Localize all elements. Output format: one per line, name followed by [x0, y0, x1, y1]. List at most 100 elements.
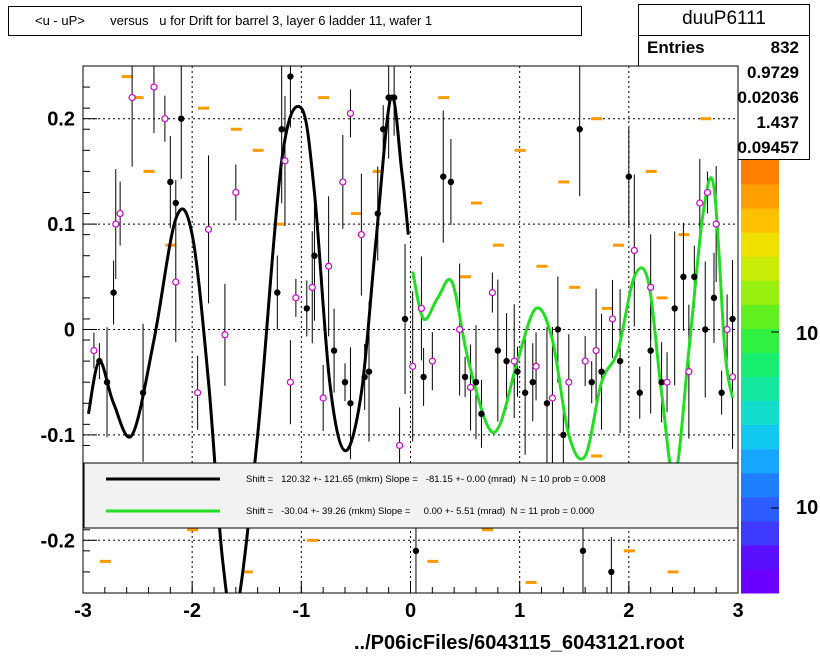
data-point-open [112, 220, 120, 228]
data-point [588, 379, 595, 386]
data-point [461, 373, 469, 381]
data-point [729, 315, 736, 323]
colz-cell [612, 243, 624, 247]
colz-cell [602, 306, 613, 310]
data-point [412, 547, 420, 555]
data-point-open [488, 289, 496, 297]
data-point-open [510, 357, 518, 365]
palette-cell [741, 280, 779, 305]
colz-cell [187, 528, 199, 532]
data-point [503, 357, 510, 365]
data-point [167, 178, 174, 186]
colz-cell [318, 96, 330, 100]
data-point-open [319, 394, 327, 402]
data-point [478, 410, 485, 418]
colz-cell [121, 75, 133, 79]
data-point [472, 379, 480, 386]
data-point-open [395, 441, 404, 450]
x-tick-label: -3 [74, 600, 92, 622]
data-point [103, 379, 111, 386]
data-point-open [172, 278, 180, 286]
stats-value: 832 [770, 38, 799, 57]
data-point-open [150, 83, 158, 91]
palette-cell [741, 568, 779, 594]
palette-cell [741, 184, 779, 209]
x-tick-label: 0 [405, 600, 416, 622]
data-point [576, 126, 583, 133]
colz-cell [656, 296, 668, 300]
data-point-open [548, 394, 557, 402]
data-point-open [728, 373, 737, 381]
x-axis-title: ../P06icFiles/6043115_6043121.root [354, 632, 685, 654]
data-point [380, 126, 387, 133]
data-point [341, 379, 349, 386]
colz-cell [241, 570, 253, 574]
colz-cell [307, 538, 319, 542]
palette-cell [741, 448, 779, 474]
palette-cell [741, 208, 779, 233]
data-point-open [116, 209, 124, 218]
colz-cell [460, 275, 472, 279]
data-point-open [204, 225, 213, 233]
data-point [718, 389, 725, 396]
data-point [543, 400, 551, 407]
data-point [287, 73, 294, 80]
data-point [529, 379, 536, 386]
data-point [385, 94, 392, 101]
y-tick-label: 0 [64, 320, 75, 342]
data-point [625, 173, 633, 180]
data-point-open [161, 115, 169, 123]
palette-label-lower: 10 [796, 497, 818, 519]
stats-value: -0.02036 [731, 88, 799, 107]
data-point [579, 547, 587, 555]
data-point [440, 173, 447, 180]
x-tick-label: -1 [292, 600, 310, 622]
data-point [172, 199, 179, 207]
colz-cell [700, 117, 712, 121]
data-point [278, 126, 285, 133]
data-point [560, 431, 567, 439]
data-point [139, 389, 147, 396]
colz-cell [230, 127, 242, 131]
colz-cell [132, 96, 144, 100]
colz-cell [591, 117, 603, 121]
data-point [691, 273, 698, 280]
colz-cell [591, 454, 603, 458]
legend-entry-green: Shift = -30.04 +- 39.26 (mkm) Slope = 0.… [246, 506, 594, 517]
data-point-open [581, 357, 589, 365]
data-point-open [346, 109, 355, 118]
data-point-open [723, 325, 731, 334]
color-palette [741, 160, 779, 594]
palette-cell [741, 496, 779, 522]
colz-cell [667, 570, 679, 574]
data-point-open [409, 362, 417, 370]
palette-cell [741, 160, 779, 185]
data-point [274, 289, 281, 296]
colz-cell [645, 169, 657, 173]
chart-title: <u - uP> versus u for Drift for barrel 3… [8, 6, 582, 36]
green-fit [411, 176, 735, 479]
data-point-open [456, 325, 464, 334]
palette-cell [741, 544, 779, 570]
data-point-open [466, 383, 475, 392]
data-point [671, 305, 678, 312]
data-point-open [325, 262, 333, 270]
stats-key: Entries [647, 38, 705, 57]
stats-row-entries: Entries 832 [639, 36, 809, 61]
colz-cell [492, 243, 504, 247]
palette-label-upper: 10 [796, 323, 818, 345]
y-tick-label: 0.1 [47, 214, 75, 236]
legend: Shift = 120.32 +- 121.65 (mkm) Slope = -… [83, 462, 739, 529]
data-point [616, 357, 624, 365]
data-point [330, 347, 338, 354]
data-point [647, 347, 654, 354]
data-point [680, 273, 687, 280]
black-fit [86, 94, 410, 593]
y-tick-label: -0.1 [41, 425, 75, 447]
data-point [521, 389, 529, 396]
data-point-open [339, 178, 347, 186]
palette-cell [741, 520, 779, 546]
data-point-open [128, 94, 136, 102]
data-point-open [308, 283, 316, 291]
colz-cell [569, 285, 581, 289]
